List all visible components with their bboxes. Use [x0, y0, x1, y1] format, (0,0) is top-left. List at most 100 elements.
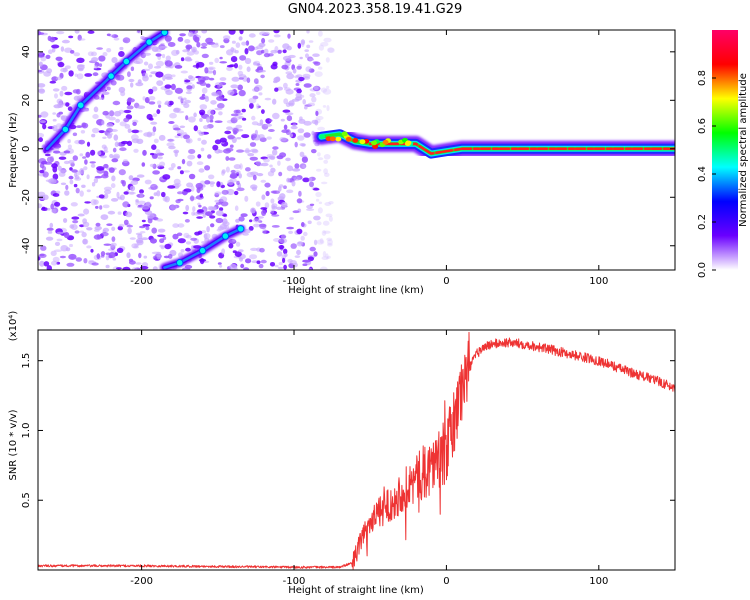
- noise-speckle: [103, 243, 112, 246]
- noise-speckle: [38, 51, 44, 56]
- noise-speckle: [153, 138, 159, 144]
- noise-speckle: [96, 253, 101, 260]
- noise-speckle: [318, 30, 323, 37]
- noise-speckle: [167, 185, 176, 189]
- noise-speckle: [148, 63, 153, 70]
- noise-speckle: [251, 133, 257, 139]
- noise-speckle: [102, 227, 110, 233]
- noise-speckle: [137, 79, 142, 84]
- noise-speckle: [58, 156, 67, 160]
- noise-speckle: [168, 167, 174, 171]
- noise-speckle: [251, 149, 259, 154]
- noise-speckle: [281, 201, 288, 208]
- noise-speckle: [302, 73, 311, 79]
- noise-speckle: [219, 137, 227, 143]
- noise-speckle: [156, 253, 161, 260]
- noise-speckle: [318, 201, 323, 205]
- noise-speckle: [242, 233, 249, 236]
- noise-speckle: [150, 183, 158, 191]
- noise-speckle: [69, 179, 74, 185]
- noise-speckle: [277, 266, 284, 270]
- noise-speckle: [40, 245, 47, 251]
- noise-speckle: [303, 132, 311, 138]
- noise-speckle: [52, 173, 59, 180]
- noise-speckle: [197, 230, 203, 235]
- noise-speckle: [110, 242, 117, 247]
- noise-speckle: [324, 202, 332, 206]
- noise-speckle: [38, 61, 43, 67]
- noise-speckle: [209, 119, 214, 123]
- noise-speckle: [240, 213, 248, 218]
- noise-speckle: [93, 199, 99, 205]
- noise-speckle: [173, 107, 180, 113]
- noise-speckle: [209, 114, 214, 121]
- noise-speckle: [100, 214, 109, 221]
- noise-speckle: [92, 127, 100, 134]
- noise-speckle: [231, 40, 236, 44]
- noise-speckle: [322, 105, 327, 108]
- noise-speckle: [285, 129, 291, 136]
- noise-speckle: [216, 96, 224, 101]
- noise-speckle: [259, 119, 264, 125]
- noise-speckle: [152, 170, 161, 175]
- noise-speckle: [204, 180, 211, 185]
- noise-speckle: [127, 227, 132, 235]
- noise-speckle: [143, 61, 149, 66]
- noise-speckle: [236, 149, 245, 153]
- spectrogram-y-label: Frequency (Hz): [8, 112, 19, 188]
- noise-speckle: [137, 105, 146, 109]
- noise-speckle: [306, 30, 310, 34]
- colorbar-tick-label: 0.2: [697, 214, 708, 230]
- noise-speckle: [228, 243, 234, 249]
- noise-speckle: [51, 47, 56, 53]
- noise-speckle: [267, 171, 275, 177]
- noise-speckle: [186, 160, 193, 167]
- noise-speckle: [142, 75, 149, 82]
- noise-speckle: [326, 105, 330, 112]
- noise-speckle: [297, 135, 305, 141]
- noise-speckle: [146, 113, 153, 120]
- noise-speckle: [149, 196, 154, 200]
- noise-speckle: [201, 42, 208, 47]
- noise-speckle: [138, 252, 142, 259]
- noise-speckle: [306, 208, 315, 211]
- noise-speckle: [298, 76, 305, 82]
- noise-speckle: [270, 198, 275, 204]
- noise-speckle: [170, 163, 176, 168]
- noise-speckle: [214, 42, 219, 46]
- noise-speckle: [111, 236, 116, 242]
- noise-speckle: [123, 191, 129, 195]
- noise-speckle: [182, 97, 187, 101]
- noise-speckle: [128, 175, 134, 181]
- noise-speckle: [46, 265, 52, 270]
- noise-speckle: [182, 49, 190, 53]
- noise-speckle: [155, 149, 161, 155]
- noise-speckle: [185, 44, 193, 50]
- noise-speckle: [228, 238, 237, 245]
- noise-speckle: [280, 118, 285, 122]
- noise-speckle: [313, 215, 321, 221]
- noise-speckle: [261, 209, 267, 216]
- noise-speckle: [283, 264, 287, 270]
- noise-speckle: [208, 174, 215, 180]
- noise-speckle: [126, 71, 131, 78]
- noise-speckle: [122, 37, 131, 44]
- noise-speckle: [279, 238, 288, 244]
- noise-speckle: [50, 203, 54, 210]
- noise-speckle: [273, 76, 281, 83]
- noise-speckle: [323, 154, 331, 160]
- noise-speckle: [186, 182, 194, 188]
- noise-speckle: [284, 87, 291, 91]
- noise-speckle: [203, 125, 209, 130]
- noise-speckle: [112, 257, 117, 261]
- noise-speckle: [311, 149, 317, 154]
- noise-speckle: [219, 264, 223, 268]
- noise-speckle: [185, 91, 192, 95]
- noise-speckle: [278, 186, 282, 192]
- noise-speckle: [115, 267, 122, 270]
- noise-speckle: [76, 57, 85, 63]
- noise-speckle: [39, 169, 45, 174]
- noise-speckle: [246, 66, 251, 72]
- noise-speckle: [100, 155, 107, 159]
- noise-speckle: [318, 66, 323, 70]
